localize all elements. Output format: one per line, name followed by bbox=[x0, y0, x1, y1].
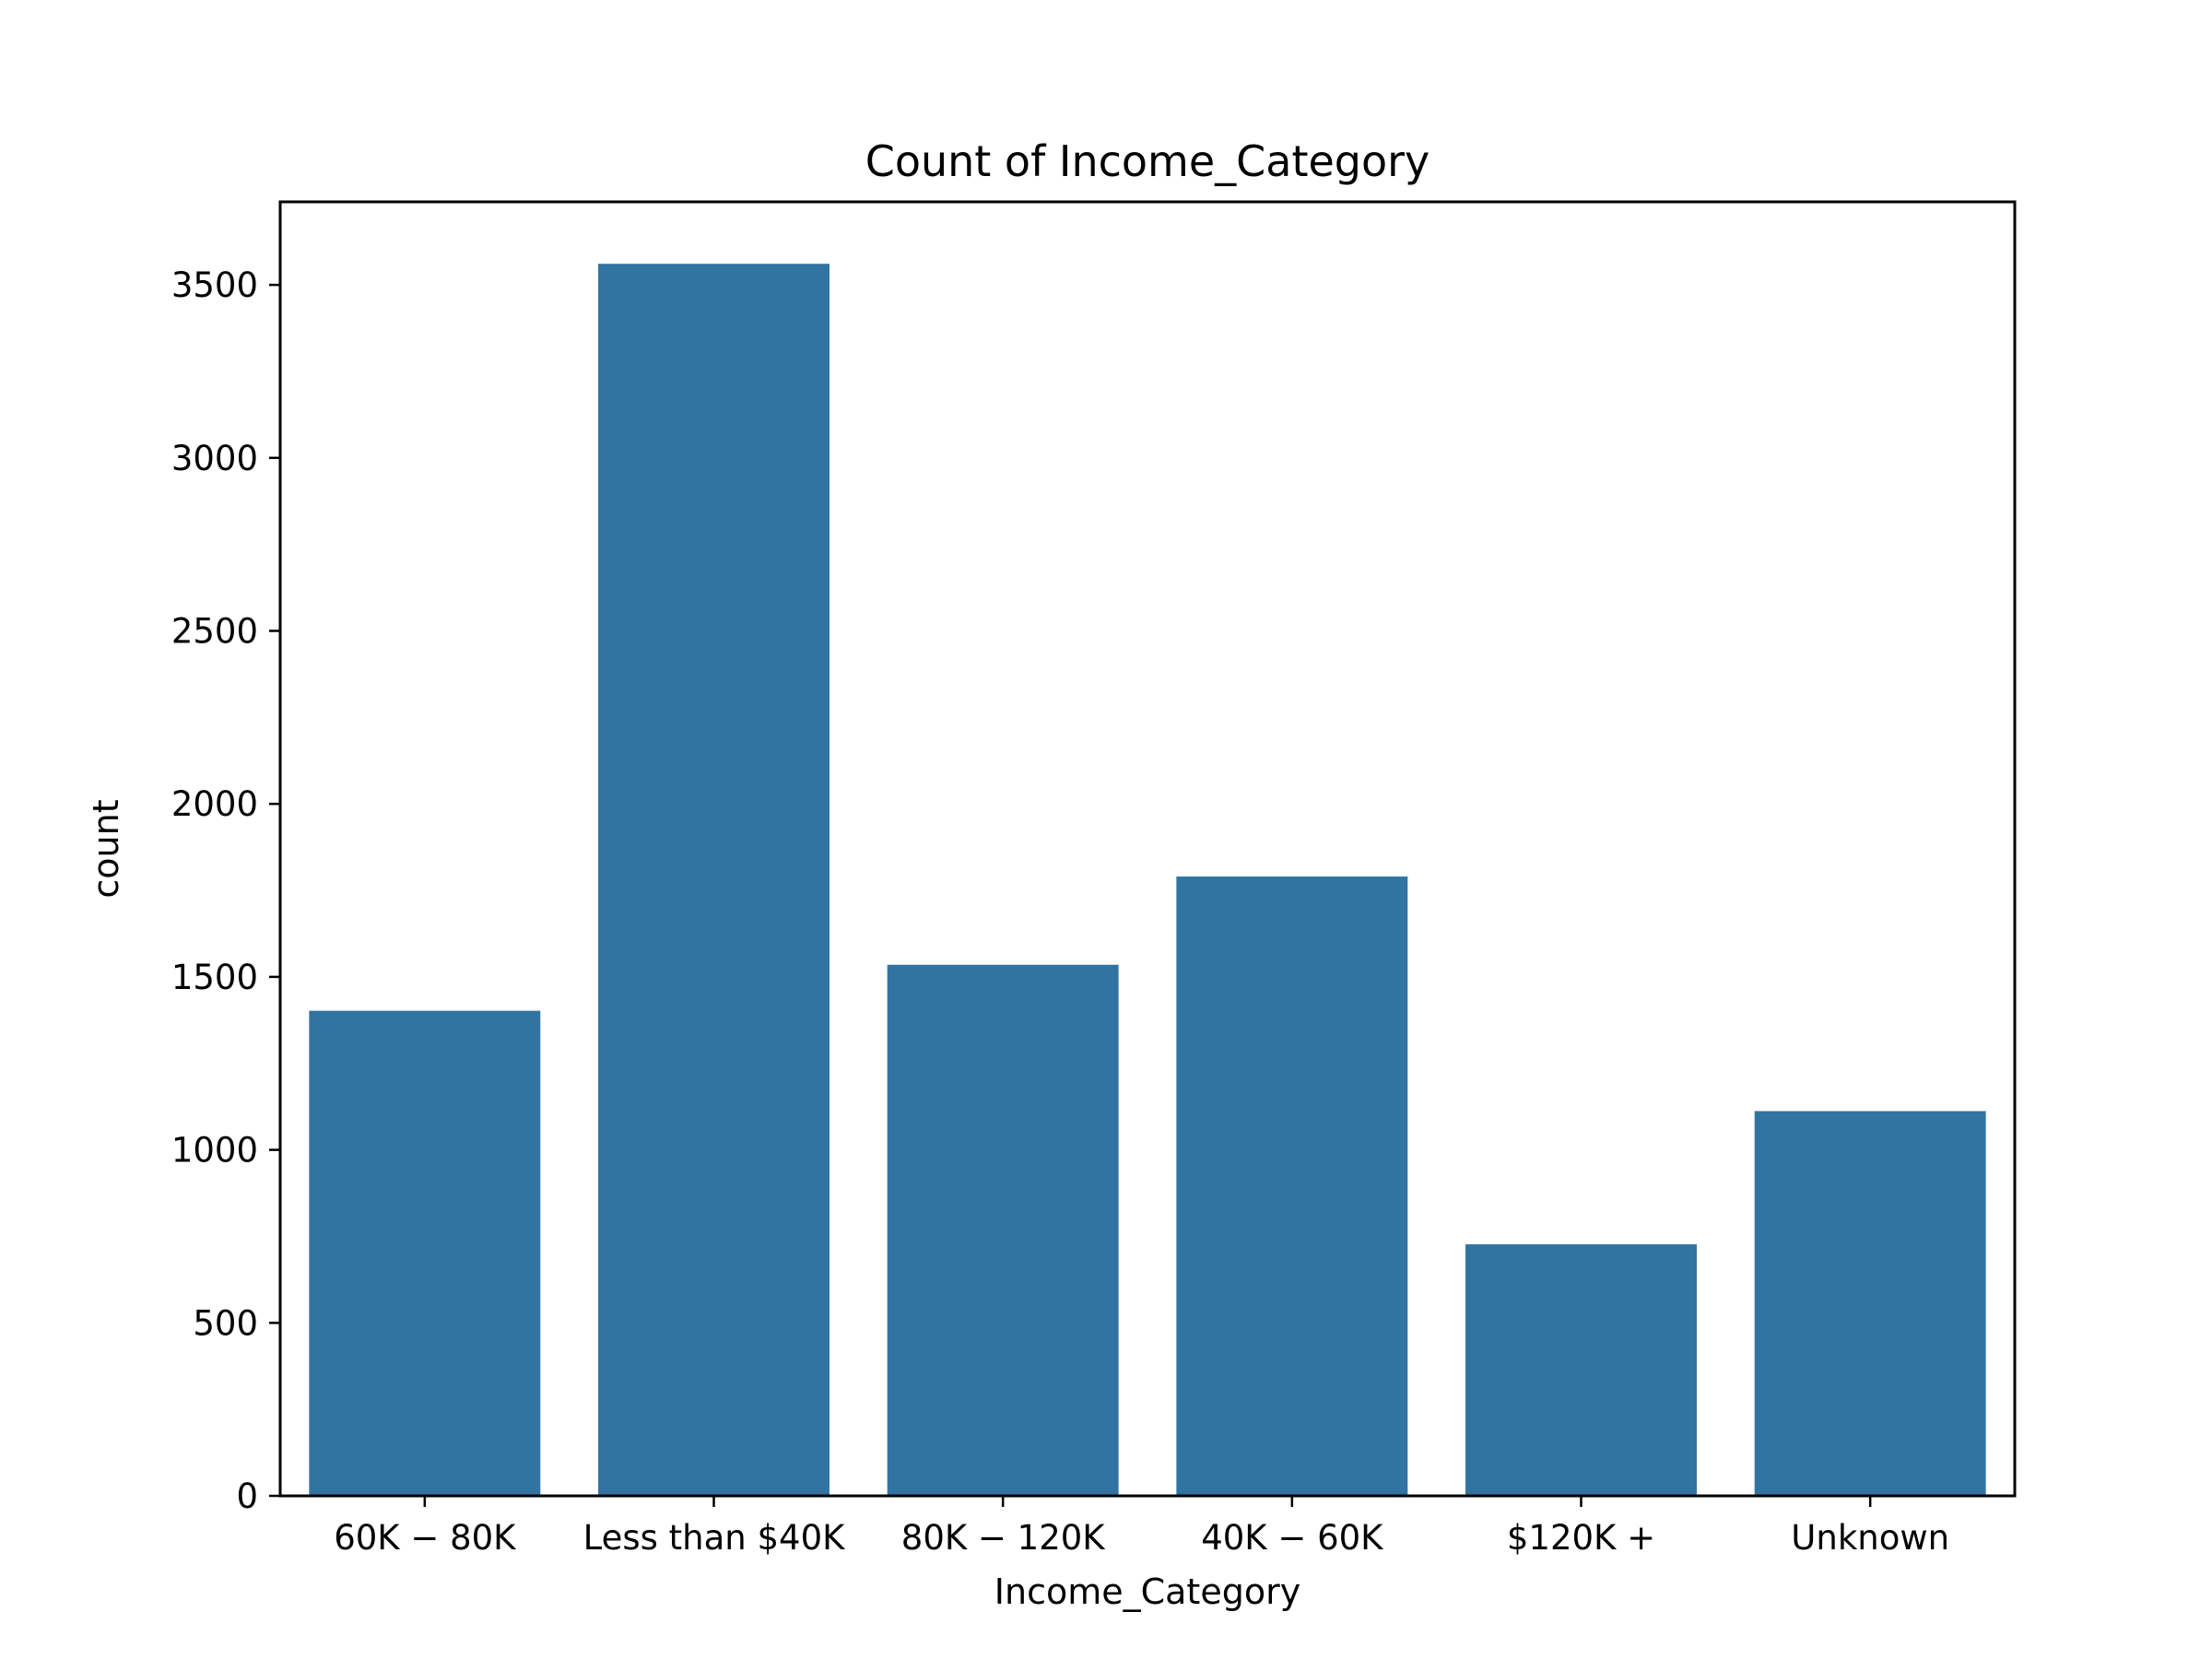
y-tick-label: 2500 bbox=[171, 611, 258, 651]
x-tick-label: Unknown bbox=[1791, 1518, 1949, 1558]
y-ticks: 0 500 1000 1500 2000 2500 3000 3500 bbox=[171, 265, 280, 1516]
x-axis-title: Income_Category bbox=[994, 1571, 1300, 1612]
y-axis-title: count bbox=[86, 799, 126, 898]
chart-title: Count of Income_Category bbox=[865, 136, 1430, 186]
y-tick-label: 3500 bbox=[171, 265, 258, 305]
x-tick-label: 60K − 80K bbox=[334, 1518, 517, 1558]
bar-5 bbox=[1754, 1111, 1986, 1496]
x-ticks: 60K − 80K Less than $40K 80K − 120K 40K − 6… bbox=[334, 1496, 1949, 1558]
bar-4 bbox=[1465, 1244, 1697, 1496]
y-tick-label: 1500 bbox=[171, 958, 258, 997]
x-tick-label: $120K + bbox=[1507, 1518, 1655, 1558]
x-tick-label: Less than $40K bbox=[583, 1518, 847, 1558]
bar-1 bbox=[598, 264, 830, 1496]
bar-3 bbox=[1176, 877, 1408, 1496]
y-tick-label: 1000 bbox=[171, 1131, 258, 1171]
bar-2 bbox=[887, 964, 1119, 1496]
x-tick-label: 40K − 60K bbox=[1201, 1518, 1384, 1558]
y-tick-label: 2000 bbox=[171, 784, 258, 824]
plot-frame bbox=[278, 200, 2017, 1498]
y-tick-label: 3000 bbox=[171, 439, 258, 478]
y-tick-label: 500 bbox=[193, 1303, 258, 1343]
bars-layer bbox=[309, 264, 1986, 1496]
y-tick-label: 0 bbox=[236, 1477, 258, 1516]
bar-0 bbox=[309, 1010, 541, 1496]
x-tick-label: 80K − 120K bbox=[901, 1518, 1106, 1558]
